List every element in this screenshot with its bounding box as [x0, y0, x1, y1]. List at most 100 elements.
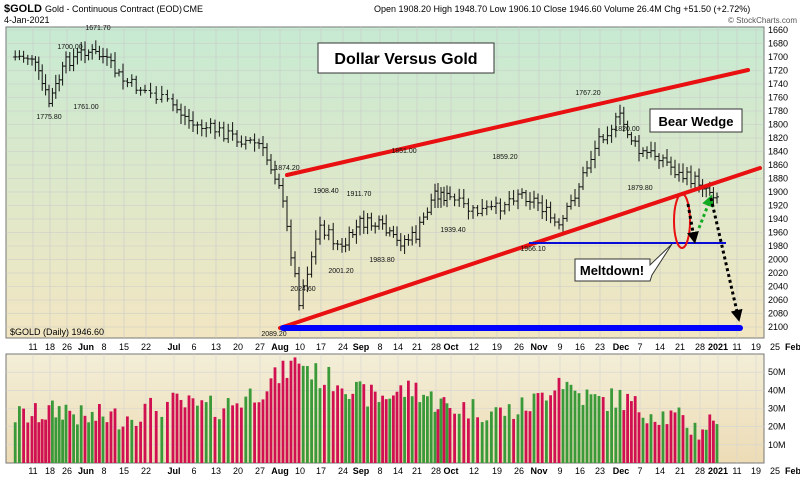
x-tick-label: 18	[45, 342, 55, 352]
volume-bar	[231, 405, 234, 463]
y-tick-label: 2080	[768, 309, 788, 319]
x-tick-label: Feb	[785, 342, 800, 352]
volume-bar	[701, 429, 704, 463]
volume-bar	[697, 439, 701, 463]
volume-bar	[439, 398, 443, 463]
volume-bar	[37, 422, 41, 463]
volume-y-tick-label: 30M	[768, 404, 786, 414]
volume-bar	[121, 426, 125, 463]
volume-bar	[426, 396, 429, 463]
volume-bar	[520, 397, 524, 463]
volume-bar	[553, 390, 557, 463]
volume-bar	[336, 385, 339, 463]
volume-bar	[355, 381, 358, 463]
overlays	[278, 68, 762, 331]
price-annotation: 1983.80	[369, 257, 394, 264]
volume-x-tick-label: 8	[101, 466, 106, 476]
exchange-label: CME	[183, 4, 203, 14]
volume-bar	[597, 396, 601, 463]
volume-bar	[13, 422, 17, 463]
volume-bar	[44, 419, 47, 463]
volume-bar	[528, 411, 532, 463]
volume-x-tick-label: Feb	[785, 466, 800, 476]
volume-bar	[154, 410, 158, 463]
volume-bar	[101, 416, 105, 463]
price-annotation: 1859.20	[492, 154, 517, 161]
volume-bar	[414, 382, 418, 463]
volume-bar	[175, 393, 179, 463]
volume-bar	[384, 399, 388, 463]
volume-bar	[160, 416, 164, 463]
volume-x-tick-label: Aug	[271, 466, 289, 476]
volume-y-tick-label: 40M	[768, 385, 786, 395]
volume-bar	[633, 396, 637, 463]
axes: 11 11 18 18 26 26 Jun Jun 8 8 15 15 22 22 Jul Jul 6 6 13 13…	[28, 25, 800, 476]
price-annotation: 1775.80	[36, 114, 61, 121]
watermark-label: © StockCharts.com	[728, 16, 797, 25]
volume-bar	[681, 415, 685, 463]
volume-x-tick-label: 15	[119, 466, 129, 476]
x-tick-label: 27	[255, 342, 265, 352]
volume-bar	[139, 421, 142, 463]
volume-bar	[540, 392, 544, 463]
x-tick-label: 11	[732, 342, 741, 352]
volume-bar	[610, 388, 613, 463]
volume-bar	[191, 398, 195, 463]
x-tick-label: 12	[469, 342, 479, 352]
volume-bar	[362, 384, 366, 463]
highlight-ellipse	[673, 193, 691, 249]
volume-bar	[196, 405, 199, 463]
volume-bar	[226, 398, 230, 463]
volume-bar	[693, 422, 697, 463]
volume-bar	[669, 410, 673, 463]
volume-bar	[149, 397, 152, 463]
volume-bar	[392, 395, 395, 463]
volume-bar	[436, 409, 440, 463]
price-annotation: 2024.60	[290, 286, 315, 293]
x-tick-label: 23	[595, 342, 605, 352]
x-tick-label: 20	[233, 342, 243, 352]
volume-bar	[549, 395, 552, 463]
volume-bar	[418, 402, 422, 463]
volume-bar	[657, 424, 661, 463]
x-tick-label: Dec	[613, 342, 630, 352]
volume-x-tick-label: Jul	[167, 466, 180, 476]
volume-bar	[257, 402, 261, 463]
volume-bar	[204, 402, 208, 463]
volume-bar	[708, 414, 712, 463]
price-annotation: 1851.00	[391, 148, 416, 155]
x-tick-label: 19	[492, 342, 502, 352]
volume-bar	[306, 366, 309, 463]
volume-bar	[113, 408, 117, 463]
volume-bar	[331, 391, 335, 463]
volume-bar	[47, 405, 51, 463]
x-tick-label: 11	[28, 342, 37, 352]
price-annotation: 1874.20	[274, 165, 299, 172]
volume-bar	[381, 395, 384, 463]
x-tick-label: 28	[431, 342, 441, 352]
volume-bar	[281, 360, 285, 463]
volume-bar	[561, 389, 565, 463]
y-tick-label: 2100	[768, 322, 788, 332]
title-box	[317, 42, 495, 74]
volume-bar	[61, 419, 64, 463]
y-tick-label: 2020	[768, 268, 788, 278]
volume-bar	[388, 398, 392, 463]
meltdown-label: Meltdown!	[580, 263, 644, 278]
y-tick-label: 1800	[768, 120, 788, 130]
volume-bar	[130, 419, 134, 463]
volume-x-tick-label: 20	[233, 466, 243, 476]
volume-x-tick-label: 9	[557, 466, 562, 476]
price-annotation: 1911.70	[347, 191, 372, 198]
rebound-arrow	[697, 194, 714, 229]
volume-bar	[94, 420, 98, 463]
volume-bar	[618, 389, 622, 463]
volume-bar	[573, 390, 577, 463]
volume-bar	[358, 381, 362, 463]
x-tick-label: 7	[637, 342, 642, 352]
price-annotation: 1700.00	[57, 44, 82, 51]
y-tick-label: 1780	[768, 106, 788, 116]
quote-label: Open 1908.20 High 1948.70 Low 1906.10 Cl…	[374, 4, 750, 14]
volume-x-tick-label: 11	[28, 466, 37, 476]
